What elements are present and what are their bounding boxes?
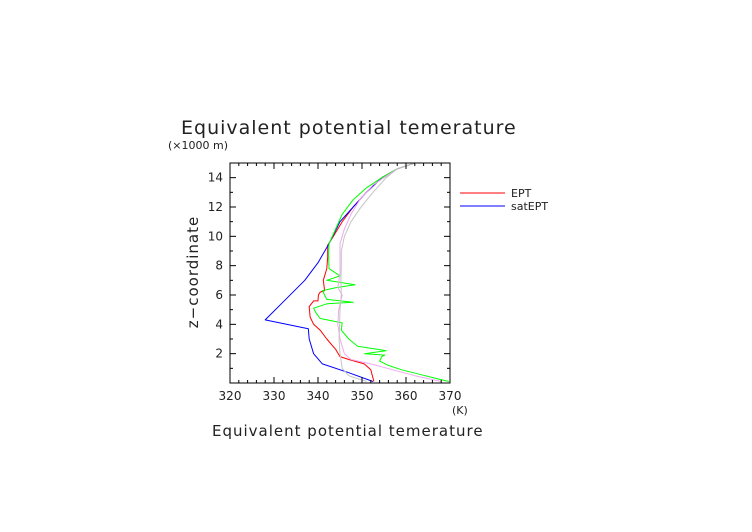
y-tick-label: 8 [215, 259, 223, 273]
series-line-unlabeled-2 [313, 163, 450, 382]
y-axis-ticks: 2 4 6 8 10 12 14 [208, 171, 450, 369]
x-axis-ticks: 320 330 340 350 360 370 [219, 163, 462, 403]
y-tick-label: 2 [215, 347, 223, 361]
legend-label-satept: satEPT [511, 200, 548, 213]
x-axis-label: Equivalent potential temerature [212, 422, 484, 440]
series-line-ept [308, 163, 415, 382]
y-tick-label: 14 [208, 171, 223, 185]
x-tick-label: 340 [307, 389, 330, 403]
y-tick-label: 10 [208, 229, 223, 243]
y-tick-label: 4 [215, 317, 223, 331]
x-tick-label: 330 [263, 389, 286, 403]
x-axis-unit: (K) [452, 404, 468, 417]
y-axis-label: z−coordinate [184, 216, 202, 328]
y-axis-unit: (×1000 m) [168, 139, 228, 152]
x-tick-label: 370 [439, 389, 462, 403]
chart-title: Equivalent potential temerature [181, 117, 517, 139]
x-tick-label: 320 [219, 389, 242, 403]
x-tick-label: 350 [351, 389, 374, 403]
y-tick-label: 6 [215, 288, 223, 302]
series-line-satept [264, 163, 415, 382]
series-line-unlabeled-3 [337, 163, 442, 382]
y-tick-label: 12 [208, 200, 223, 214]
series-line-unlabeled-4 [338, 163, 415, 382]
legend-label-ept: EPT [511, 187, 532, 200]
plot-frame [229, 162, 451, 384]
x-tick-label: 360 [395, 389, 418, 403]
series-layer [264, 163, 450, 382]
